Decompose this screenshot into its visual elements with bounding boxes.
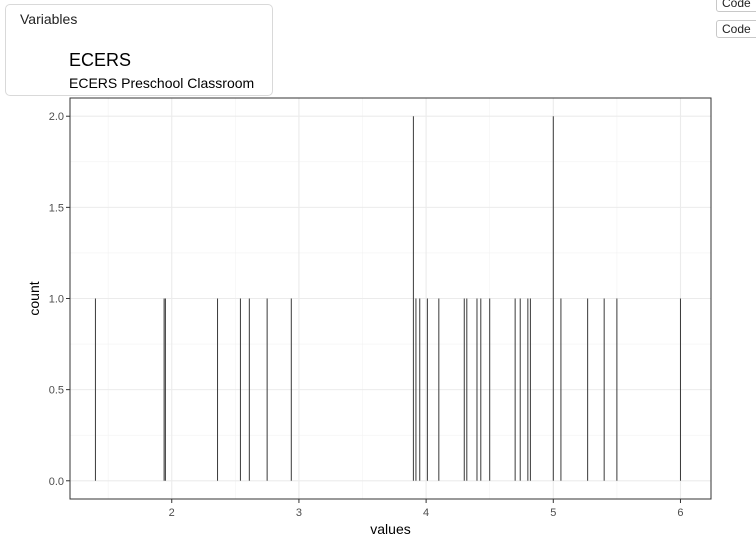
y-tick-label: 1.0 bbox=[49, 294, 64, 306]
x-tick-label: 2 bbox=[169, 507, 175, 519]
x-axis-title: values bbox=[370, 521, 410, 537]
chart-subtitle: ECERS Preschool Classroom bbox=[69, 75, 255, 91]
x-tick-label: 3 bbox=[296, 507, 302, 519]
code-button-2[interactable]: Code bbox=[716, 20, 756, 38]
variables-panel: Variables bbox=[5, 4, 273, 96]
y-axis-title: count bbox=[26, 281, 42, 315]
variables-header[interactable]: Variables bbox=[20, 11, 78, 27]
code-button-1[interactable]: Code bbox=[716, 0, 756, 12]
x-tick-label: 5 bbox=[550, 507, 556, 519]
y-tick-label: 2.0 bbox=[49, 111, 64, 123]
x-tick-label: 6 bbox=[677, 507, 683, 519]
y-tick-label: 0.0 bbox=[49, 476, 64, 488]
x-tick-label: 4 bbox=[423, 507, 429, 519]
y-tick-label: 1.5 bbox=[49, 202, 64, 214]
y-tick-label: 0.5 bbox=[49, 385, 64, 397]
chart-title: ECERS bbox=[69, 50, 132, 70]
